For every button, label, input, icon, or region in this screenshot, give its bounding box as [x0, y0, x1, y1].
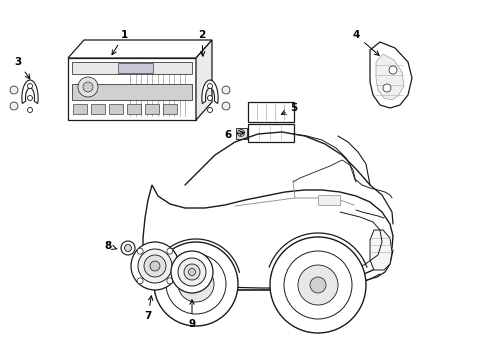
Circle shape: [165, 254, 225, 314]
Polygon shape: [202, 80, 218, 104]
Circle shape: [78, 77, 98, 97]
Circle shape: [137, 278, 143, 284]
Circle shape: [138, 249, 172, 283]
Bar: [118, 63, 153, 73]
Circle shape: [382, 84, 390, 92]
Text: 7: 7: [144, 296, 153, 321]
Circle shape: [188, 269, 195, 275]
Text: 4: 4: [351, 30, 378, 55]
Circle shape: [222, 86, 229, 94]
Circle shape: [10, 86, 18, 94]
Circle shape: [237, 130, 244, 136]
Circle shape: [166, 248, 172, 254]
Polygon shape: [369, 42, 411, 108]
Circle shape: [388, 66, 396, 74]
Bar: [247, 102, 293, 122]
Circle shape: [143, 255, 165, 277]
Bar: [72, 62, 192, 74]
Circle shape: [309, 277, 325, 293]
Circle shape: [207, 108, 212, 112]
Bar: [73, 104, 87, 114]
Circle shape: [178, 258, 205, 286]
Polygon shape: [369, 230, 391, 270]
Text: 3: 3: [14, 57, 30, 79]
Bar: [163, 104, 177, 114]
Text: 5: 5: [281, 103, 297, 114]
Bar: [109, 104, 123, 114]
Circle shape: [178, 266, 214, 302]
Circle shape: [189, 277, 203, 291]
Polygon shape: [142, 185, 392, 290]
Text: 9: 9: [188, 300, 195, 329]
Circle shape: [297, 265, 337, 305]
Circle shape: [284, 251, 351, 319]
Text: 2: 2: [198, 30, 205, 56]
Circle shape: [27, 108, 32, 112]
Bar: [145, 104, 159, 114]
Circle shape: [137, 248, 143, 254]
Circle shape: [83, 82, 93, 92]
Bar: [72, 84, 192, 100]
Text: 1: 1: [112, 30, 127, 55]
Bar: [91, 104, 105, 114]
Bar: [247, 124, 293, 142]
Circle shape: [131, 242, 179, 290]
Circle shape: [10, 102, 18, 110]
Polygon shape: [68, 58, 196, 120]
Polygon shape: [196, 40, 212, 120]
Circle shape: [269, 237, 365, 333]
Circle shape: [183, 264, 200, 280]
Text: 8: 8: [104, 241, 117, 251]
Circle shape: [207, 84, 212, 89]
Circle shape: [27, 84, 32, 89]
Polygon shape: [68, 40, 212, 58]
Circle shape: [150, 261, 160, 271]
Polygon shape: [22, 80, 38, 104]
Circle shape: [124, 244, 131, 252]
Circle shape: [207, 95, 212, 100]
Bar: [127, 104, 141, 114]
Bar: [317, 195, 339, 205]
Bar: [236, 128, 246, 139]
Circle shape: [166, 278, 172, 284]
Polygon shape: [375, 54, 403, 100]
Circle shape: [171, 251, 213, 293]
Circle shape: [27, 95, 32, 100]
Circle shape: [222, 102, 229, 110]
Bar: [305, 256, 353, 282]
Text: 6: 6: [224, 130, 244, 140]
Circle shape: [121, 241, 135, 255]
Circle shape: [154, 242, 238, 326]
